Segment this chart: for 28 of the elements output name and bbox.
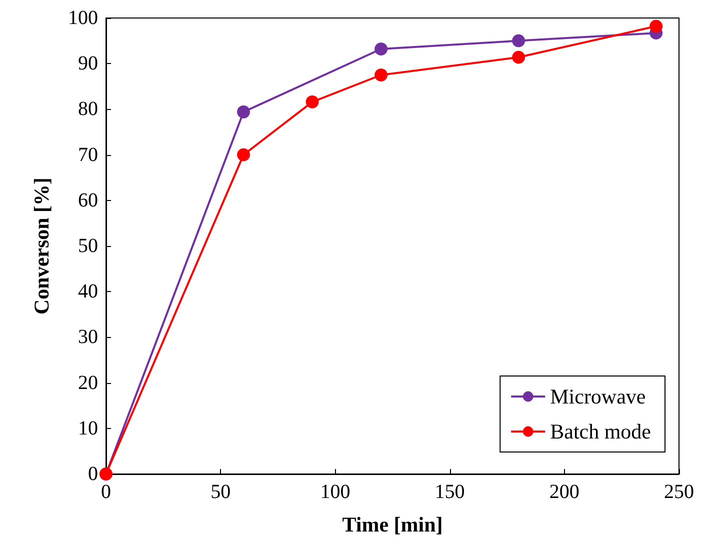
x-tick-label: 150 bbox=[434, 481, 465, 503]
y-tick-label: 90 bbox=[78, 52, 98, 75]
y-tick-label: 60 bbox=[78, 189, 98, 212]
y-tick-label: 0 bbox=[88, 463, 98, 485]
point bbox=[237, 148, 250, 162]
point bbox=[512, 50, 526, 64]
point bbox=[512, 34, 526, 48]
point bbox=[650, 20, 663, 33]
x-tick-label: 100 bbox=[320, 481, 350, 503]
y-tick-label: 100 bbox=[68, 7, 98, 29]
legend-label: Microwave bbox=[550, 384, 646, 408]
point bbox=[374, 42, 388, 56]
x-tick-label: 250 bbox=[664, 481, 694, 503]
y-tick-label: 20 bbox=[78, 372, 98, 394]
y-tick-label: 50 bbox=[78, 235, 98, 257]
point bbox=[237, 105, 250, 118]
point bbox=[374, 68, 388, 82]
x-tick-label: 50 bbox=[210, 481, 231, 503]
y-tick-label: 70 bbox=[78, 144, 98, 166]
x-tick-label: 200 bbox=[549, 481, 580, 503]
y-tick-label: 40 bbox=[78, 280, 98, 303]
x-axis-title: Time [min] bbox=[342, 512, 443, 536]
y-tick-label: 10 bbox=[78, 417, 98, 440]
y-tick-label: 80 bbox=[78, 98, 98, 120]
legend-label: Batch mode bbox=[550, 420, 651, 444]
y-tick-label: 30 bbox=[78, 326, 98, 348]
point bbox=[306, 95, 319, 108]
y-axis-title: Converson [%] bbox=[30, 177, 54, 315]
